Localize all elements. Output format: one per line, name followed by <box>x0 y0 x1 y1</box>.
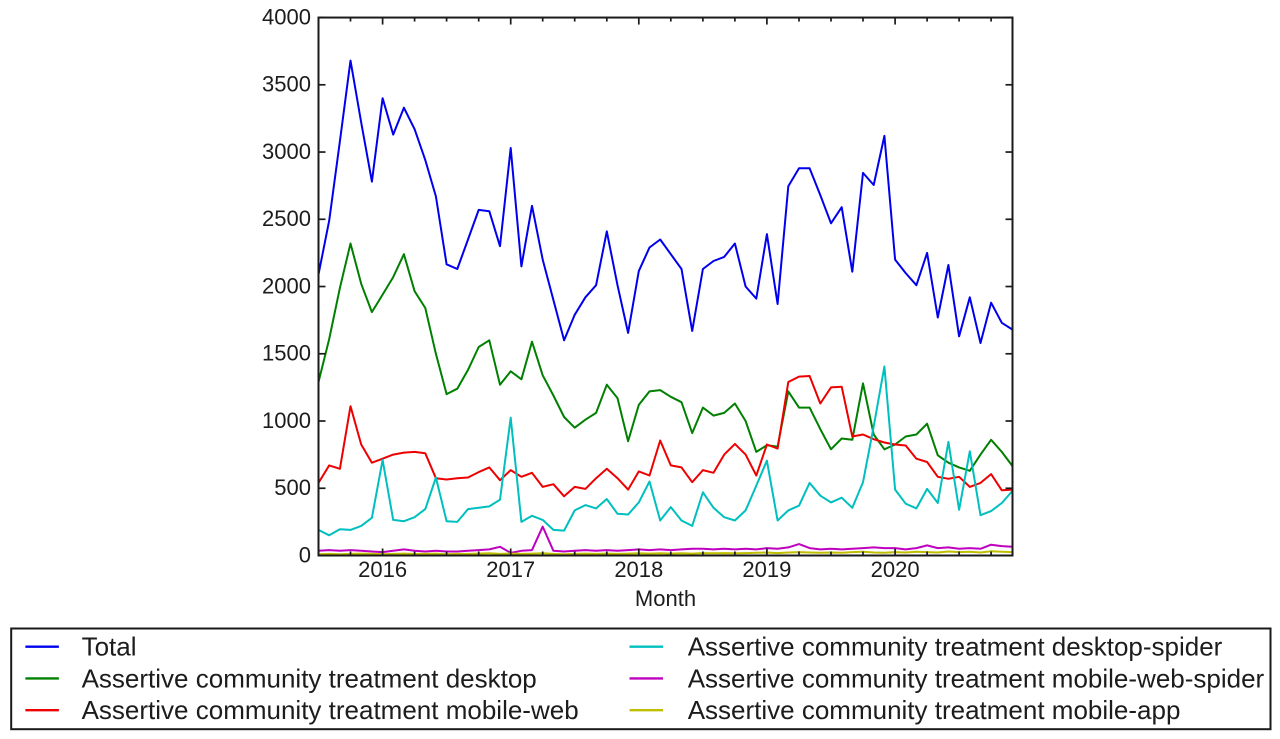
svg-text:Total: Total <box>82 632 137 662</box>
svg-text:2500: 2500 <box>262 206 311 231</box>
svg-text:Month: Month <box>635 586 696 611</box>
svg-text:3000: 3000 <box>262 139 311 164</box>
svg-text:2018: 2018 <box>614 557 663 582</box>
svg-text:2016: 2016 <box>358 557 407 582</box>
svg-text:500: 500 <box>274 475 311 500</box>
svg-text:2019: 2019 <box>742 557 791 582</box>
svg-text:4000: 4000 <box>262 4 311 29</box>
svg-text:Assertive community treatment: Assertive community treatment mobile-web <box>82 695 579 725</box>
svg-text:1000: 1000 <box>262 408 311 433</box>
svg-text:Assertive community treatment: Assertive community treatment mobile-app <box>688 695 1181 725</box>
svg-text:2020: 2020 <box>871 557 920 582</box>
svg-text:Assertive community treatment: Assertive community treatment mobile-web… <box>688 663 1265 693</box>
svg-text:2017: 2017 <box>486 557 535 582</box>
svg-text:1500: 1500 <box>262 341 311 366</box>
svg-text:2000: 2000 <box>262 273 311 298</box>
svg-text:Assertive community treatment: Assertive community treatment desktop-sp… <box>688 632 1223 662</box>
svg-text:3500: 3500 <box>262 72 311 97</box>
svg-text:0: 0 <box>299 542 311 567</box>
svg-text:Assertive community treatment: Assertive community treatment desktop <box>82 663 537 693</box>
